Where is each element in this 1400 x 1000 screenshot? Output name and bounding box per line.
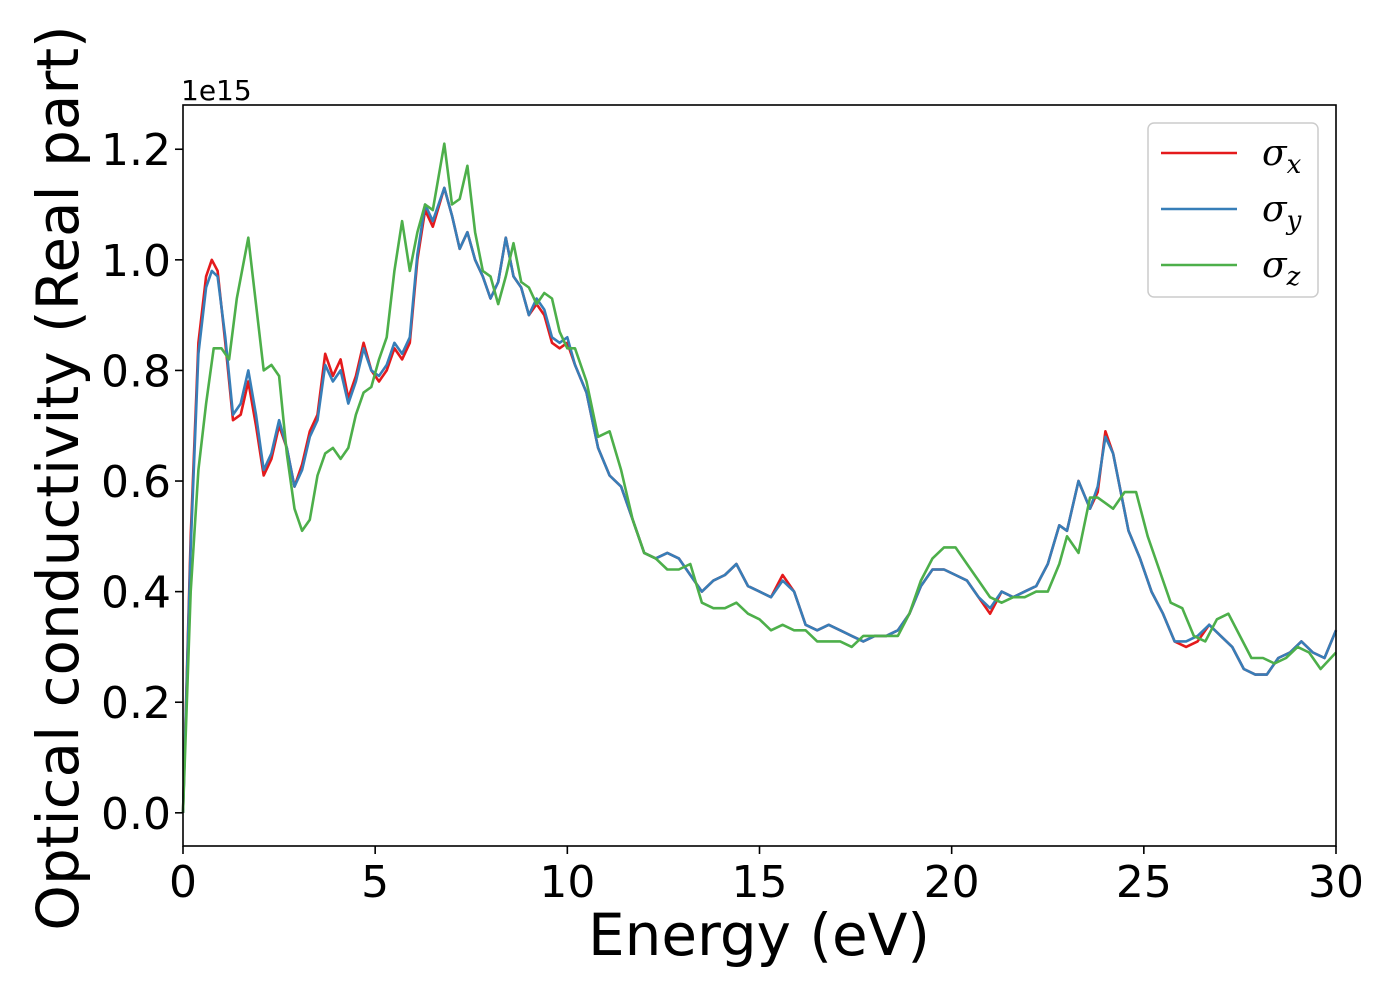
y-offset-label: 1e15 (181, 74, 252, 107)
x-tick-label: 10 (539, 857, 595, 908)
y-tick-label: 0.0 (101, 789, 171, 840)
x-tick-label: 25 (1116, 857, 1172, 908)
series-line-y (181, 186, 1338, 813)
x-tick-label: 15 (732, 857, 788, 908)
y-axis-title: Optical conductivity (Real part) (24, 25, 92, 930)
y-tick-label: 0.8 (101, 346, 171, 397)
y-tick-label: 0.6 (101, 457, 171, 508)
y-tick-label: 1.2 (101, 125, 171, 176)
x-tick-label: 20 (924, 857, 980, 908)
legend-subscript: y (1286, 206, 1302, 236)
series-layer (181, 142, 1338, 813)
series-line-z (181, 142, 1337, 813)
x-tick-label: 5 (361, 857, 389, 908)
x-tick-label: 30 (1308, 857, 1364, 908)
y-tick-label: 0.4 (101, 568, 171, 619)
y-tick-label: 1.0 (101, 236, 171, 287)
legend-subscript: x (1287, 150, 1302, 180)
x-tick-label: 0 (169, 857, 197, 908)
legend-subscript: z (1286, 262, 1301, 292)
x-axis-title: Energy (eV) (588, 901, 930, 969)
ticks-layer: 0 5 10 15 20 25 30 0.0 0.2 0.4 0.6 0.8 1.0 1.2 (101, 125, 1364, 908)
y-tick-label: 0.2 (101, 678, 171, 729)
